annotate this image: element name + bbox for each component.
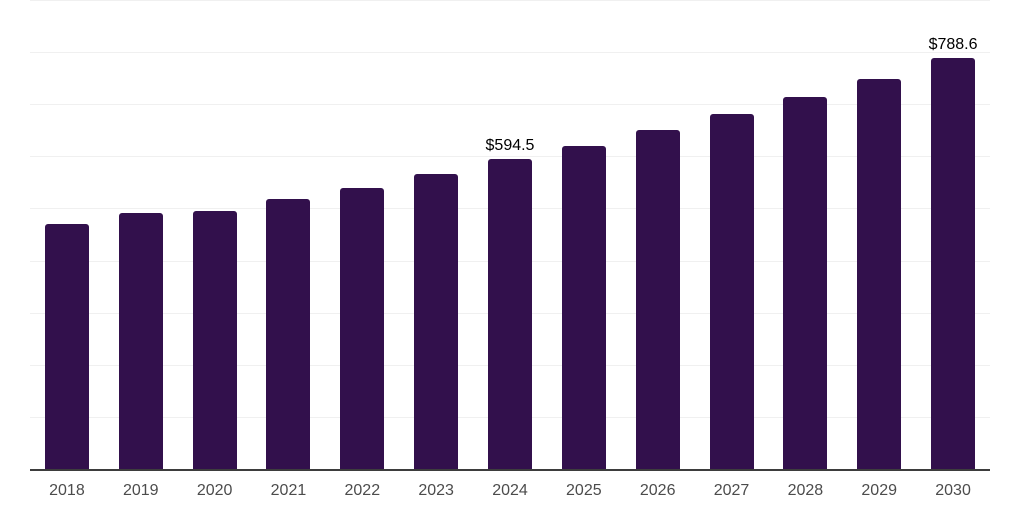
- bar-2030[interactable]: [931, 58, 976, 469]
- bar-slot-2030: $788.6: [916, 0, 990, 469]
- x-tick-2025: 2025: [566, 482, 602, 499]
- bar-2024[interactable]: [487, 159, 532, 469]
- bar-slot-2019: [104, 0, 178, 469]
- bar-slot-2025: [547, 0, 621, 469]
- bar-2027[interactable]: [709, 114, 754, 469]
- x-tick-2023: 2023: [418, 482, 454, 499]
- plot-area: $594.5 $788.6: [30, 0, 990, 471]
- x-tick-2026: 2026: [639, 482, 676, 499]
- bar-2023[interactable]: [414, 174, 459, 469]
- bar-slot-2026: [621, 0, 695, 469]
- x-tick-2021: 2021: [270, 482, 307, 499]
- bar-2028[interactable]: [783, 96, 828, 469]
- x-axis-line: [30, 469, 990, 471]
- bar-slot-2022: [325, 0, 399, 469]
- bar-slot-2023: [399, 0, 473, 469]
- bar-2018[interactable]: [44, 223, 89, 469]
- bar-slot-2018: [30, 0, 104, 469]
- bar-value-label-2024: $594.5: [485, 137, 535, 155]
- bar-slot-2028: [768, 0, 842, 469]
- bar-slot-2024: $594.5: [473, 0, 547, 469]
- gridline-700: [30, 104, 990, 106]
- bar-2025[interactable]: [561, 146, 606, 469]
- gridline-800: [30, 52, 990, 54]
- x-tick-2029: 2029: [861, 482, 897, 499]
- bar-2019[interactable]: [118, 212, 163, 469]
- bar-2029[interactable]: [857, 78, 902, 469]
- x-tick-2020: 2020: [196, 482, 233, 499]
- bar-slot-2027: [695, 0, 769, 469]
- x-tick-2018: 2018: [49, 482, 85, 499]
- x-axis-labels: 2018 2019 2020 2021 2022 2023 2024 2025 2026 2027…: [30, 481, 990, 501]
- bar-2026[interactable]: [635, 130, 680, 469]
- bar-2021[interactable]: [266, 198, 311, 469]
- bar-slot-2020: [178, 0, 252, 469]
- bar-slot-2029: [842, 0, 916, 469]
- bar-2022[interactable]: [340, 188, 385, 469]
- x-tick-2024: 2024: [492, 482, 528, 499]
- x-tick-2019: 2019: [122, 482, 159, 499]
- x-tick-2027: 2027: [713, 482, 750, 499]
- x-tick-2030: 2030: [935, 482, 971, 499]
- gridline-600: [30, 156, 990, 158]
- gridline-900: [30, 0, 990, 1]
- bar-slot-2021: [252, 0, 326, 469]
- bars-row: $594.5 $788.6: [30, 0, 990, 469]
- x-tick-2028: 2028: [787, 482, 824, 499]
- x-tick-2022: 2022: [344, 482, 381, 499]
- bar-value-label-2030: $788.6: [928, 36, 978, 54]
- bar-2020[interactable]: [192, 210, 237, 469]
